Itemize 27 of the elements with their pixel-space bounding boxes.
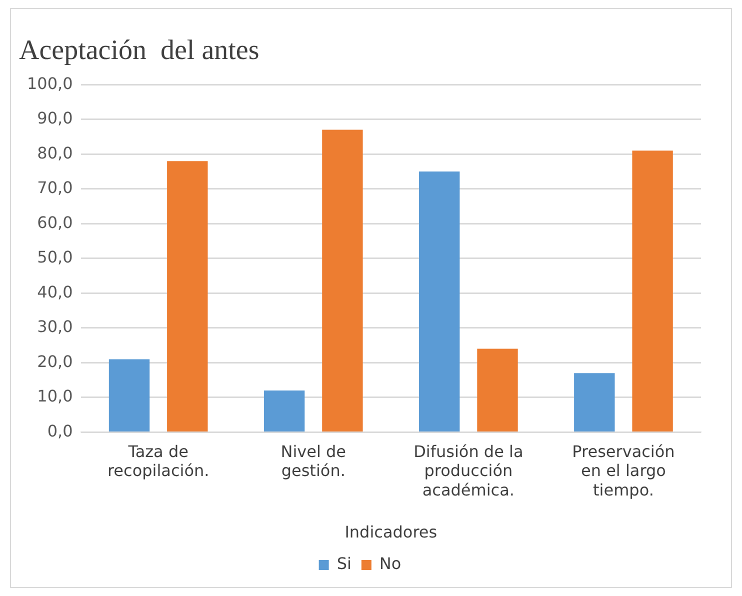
y-tick-label: 30,0 bbox=[37, 317, 73, 336]
x-tick-label: Taza de recopilación. bbox=[107, 442, 210, 480]
y-tick-label: 10,0 bbox=[37, 386, 73, 406]
bar bbox=[419, 172, 460, 432]
chart-title: Aceptación del antes bbox=[19, 35, 260, 66]
y-tick-label: 70,0 bbox=[37, 178, 73, 198]
bar bbox=[108, 359, 150, 432]
bar bbox=[322, 130, 363, 432]
y-tick-label: 0,0 bbox=[47, 421, 73, 440]
bar bbox=[574, 373, 615, 432]
bar bbox=[264, 390, 305, 432]
y-tick-label: 90,0 bbox=[37, 108, 73, 128]
y-tick-label: 100,0 bbox=[26, 74, 73, 93]
y-tick-label: 60,0 bbox=[37, 212, 73, 232]
y-tick-label: 50,0 bbox=[37, 248, 73, 267]
x-axis-title: Indicadores bbox=[344, 522, 438, 542]
y-tick-label: 20,0 bbox=[37, 352, 73, 371]
x-tick-label: Nivel de gestión. bbox=[280, 442, 346, 480]
bar bbox=[477, 348, 518, 432]
bar bbox=[167, 161, 208, 432]
legend-label: No bbox=[379, 554, 402, 574]
x-tick-label: Preservación en el largo tiempo. bbox=[572, 442, 675, 500]
legend-label: Si bbox=[336, 554, 352, 574]
y-tick-label: 40,0 bbox=[37, 282, 73, 302]
x-tick-label: Difusión de la producción académica. bbox=[414, 442, 524, 500]
y-tick-label: 80,0 bbox=[37, 143, 73, 162]
bar bbox=[632, 150, 673, 432]
